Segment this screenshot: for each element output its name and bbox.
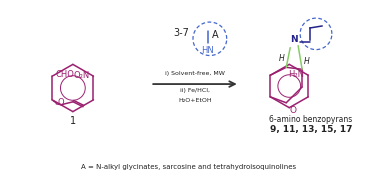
Text: i) Solvent-free, MW: i) Solvent-free, MW	[165, 71, 225, 76]
Text: CHO: CHO	[55, 70, 74, 79]
Text: A: A	[212, 30, 218, 40]
Text: O₂N: O₂N	[73, 71, 90, 80]
Text: H₂N: H₂N	[288, 70, 304, 79]
Text: N: N	[290, 35, 298, 44]
Text: H: H	[279, 54, 284, 63]
Text: 6-amino benzopyrans: 6-amino benzopyrans	[270, 115, 353, 124]
Text: A = N-alkyl glycinates, sarcosine and tetrahydroisoquinolines: A = N-alkyl glycinates, sarcosine and te…	[81, 164, 297, 170]
Text: 1: 1	[70, 117, 76, 127]
Text: ii) Fe/HCl,: ii) Fe/HCl,	[180, 88, 210, 93]
Text: 3-7: 3-7	[173, 28, 189, 38]
Text: O: O	[289, 106, 296, 115]
Text: HN: HN	[201, 46, 214, 55]
Text: 9, 11, 13, 15, 17: 9, 11, 13, 15, 17	[270, 125, 352, 134]
Text: O: O	[57, 98, 64, 107]
Text: H₂O+EtOH: H₂O+EtOH	[178, 98, 212, 103]
Text: H: H	[304, 57, 310, 66]
